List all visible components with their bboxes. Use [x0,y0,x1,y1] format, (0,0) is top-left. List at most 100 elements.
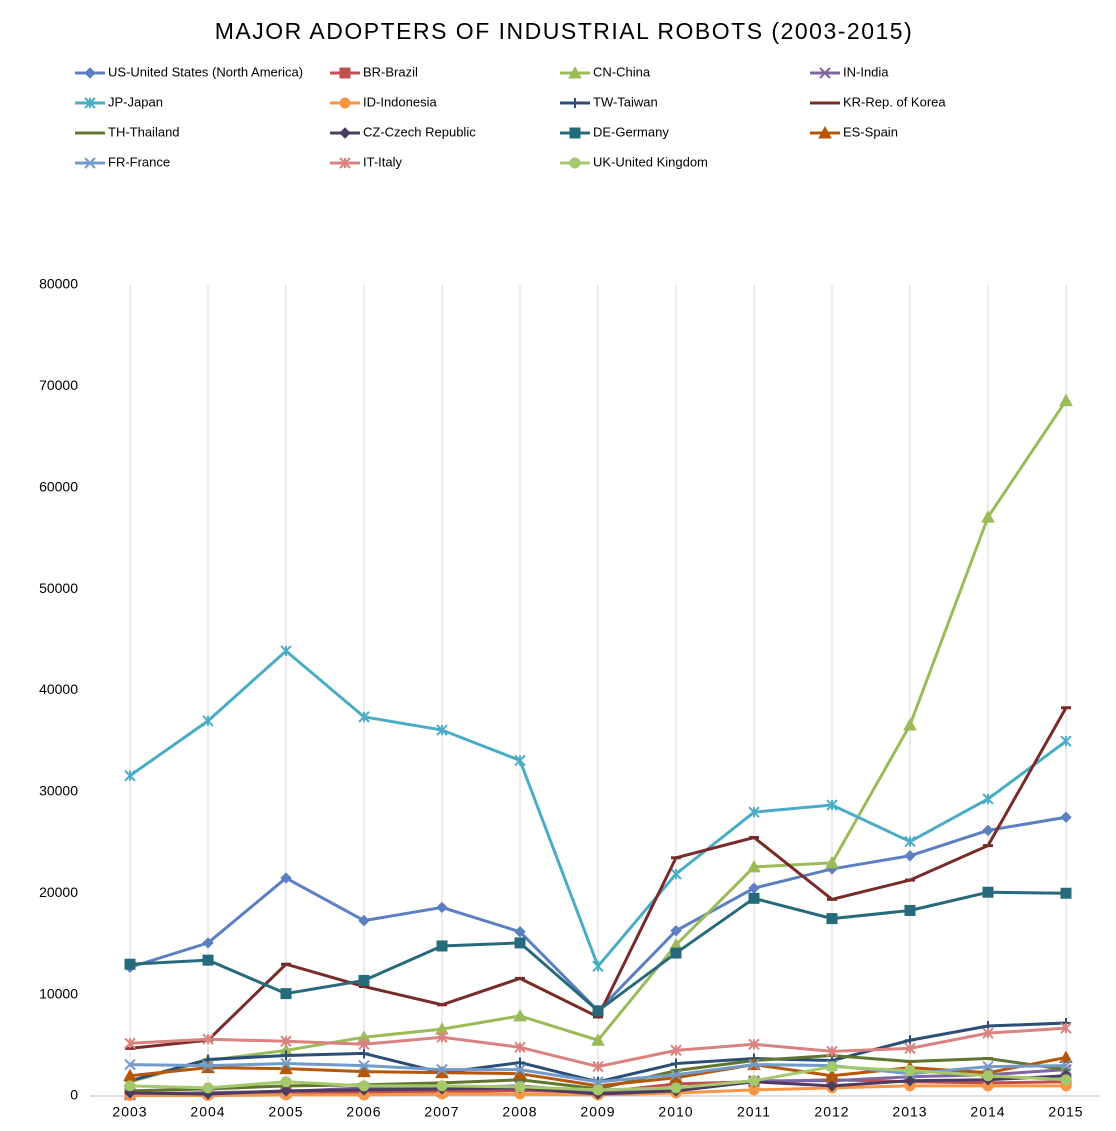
marker [1059,393,1073,407]
marker [748,892,760,904]
legend-label: ES-Spain [843,124,898,139]
marker [358,1038,370,1051]
marker [592,1005,604,1017]
marker [982,1060,994,1073]
marker [202,954,214,966]
marker [514,1081,526,1093]
marker [1060,1022,1072,1034]
marker [1060,735,1072,747]
marker [515,1057,525,1068]
marker [904,850,916,862]
marker [1060,1074,1072,1086]
x-tick-label: 2010 [658,1104,693,1120]
legend-label: UK-United Kingdom [593,154,708,169]
marker [825,855,839,869]
marker [358,914,370,927]
marker [904,1042,916,1055]
marker [279,1061,293,1075]
legend-label: IT-Italy [363,154,403,169]
series [124,886,1072,1017]
marker [570,98,580,108]
x-tick-label: 2004 [190,1104,225,1120]
marker [592,1076,604,1088]
marker [358,711,370,723]
marker [670,1044,682,1057]
marker [513,1008,527,1022]
marker [670,947,682,959]
marker [84,97,96,109]
series [125,706,1071,1050]
y-tick-label: 30000 [39,783,78,799]
marker [280,645,292,657]
marker [339,127,351,139]
y-tick-label: 60000 [39,478,78,494]
marker [826,1080,838,1092]
marker [1059,1050,1073,1063]
x-tick-label: 2005 [268,1104,303,1120]
marker [903,717,917,731]
x-tick-label: 2015 [1048,1104,1083,1120]
x-tick-label: 2007 [424,1104,459,1120]
legend-label: TW-Taiwan [593,94,658,109]
marker [202,1033,214,1045]
marker [514,1041,526,1054]
marker [84,67,96,79]
marker [280,1057,292,1070]
chart-title: MAJOR ADOPTERS OF INDUSTRIAL ROBOTS (200… [215,18,913,44]
marker [826,913,838,925]
legend-label: KR-Rep. of Korea [843,94,946,109]
legend-label: DE-Germany [593,124,669,139]
legend-label: TH-Thailand [108,124,180,139]
marker [202,1082,214,1094]
marker [568,65,582,79]
marker [670,1082,682,1094]
marker [202,715,214,727]
marker [436,901,448,914]
x-tick-label: 2006 [346,1104,381,1120]
marker [339,157,351,169]
marker [981,510,995,523]
marker [280,1076,292,1088]
x-tick-label: 2011 [737,1104,771,1120]
y-tick-label: 50000 [39,580,78,596]
marker [670,1069,682,1081]
marker [357,1064,371,1078]
marker [670,868,682,880]
marker [826,1045,838,1058]
legend-label: JP-Japan [108,94,163,109]
marker [904,904,916,916]
marker [826,1061,838,1073]
marker [280,872,292,884]
marker [358,1080,370,1092]
marker [591,1033,605,1046]
marker [1060,811,1072,823]
marker [982,824,994,837]
marker [339,97,351,109]
marker [982,1070,994,1082]
marker [748,1075,760,1087]
marker [982,886,994,898]
x-tick-label: 2014 [970,1104,1005,1120]
marker [280,1085,292,1097]
x-tick-label: 2012 [814,1104,849,1120]
marker [904,1075,916,1087]
marker [825,1068,839,1082]
marker [671,1058,681,1069]
series [124,1022,1072,1073]
marker [514,937,526,949]
y-tick-label: 80000 [39,276,78,292]
marker [514,926,526,938]
y-tick-label: 10000 [39,985,78,1001]
marker [826,799,838,811]
marker [569,127,581,139]
marker [904,835,916,848]
marker [819,67,831,79]
marker [359,1048,369,1059]
marker [569,157,581,169]
marker [280,1035,292,1047]
legend-label: CN-China [593,64,651,79]
y-tick-label: 40000 [39,681,78,697]
y-tick-label: 20000 [39,884,78,900]
y-tick-label: 0 [70,1087,78,1103]
